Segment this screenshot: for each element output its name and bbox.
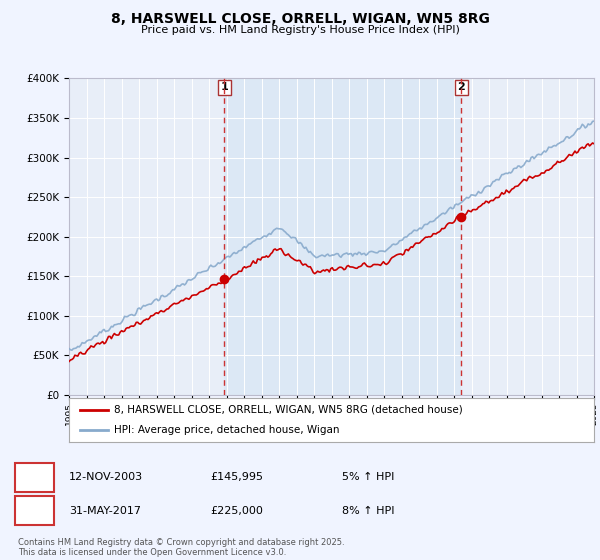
Text: 1: 1 xyxy=(30,470,39,484)
Text: HPI: Average price, detached house, Wigan: HPI: Average price, detached house, Wiga… xyxy=(113,425,339,435)
Text: £145,995: £145,995 xyxy=(210,472,263,482)
Text: 8% ↑ HPI: 8% ↑ HPI xyxy=(342,506,395,516)
Text: 8, HARSWELL CLOSE, ORRELL, WIGAN, WN5 8RG (detached house): 8, HARSWELL CLOSE, ORRELL, WIGAN, WN5 8R… xyxy=(113,405,463,415)
Text: 12-NOV-2003: 12-NOV-2003 xyxy=(69,472,143,482)
Text: Contains HM Land Registry data © Crown copyright and database right 2025.
This d: Contains HM Land Registry data © Crown c… xyxy=(18,538,344,557)
Text: £225,000: £225,000 xyxy=(210,506,263,516)
Bar xyxy=(224,78,461,395)
Text: 5% ↑ HPI: 5% ↑ HPI xyxy=(342,472,394,482)
Text: Price paid vs. HM Land Registry's House Price Index (HPI): Price paid vs. HM Land Registry's House … xyxy=(140,25,460,35)
Text: 2: 2 xyxy=(30,504,39,517)
Text: 2: 2 xyxy=(457,82,465,92)
Text: 8, HARSWELL CLOSE, ORRELL, WIGAN, WN5 8RG: 8, HARSWELL CLOSE, ORRELL, WIGAN, WN5 8R… xyxy=(110,12,490,26)
Text: 31-MAY-2017: 31-MAY-2017 xyxy=(69,506,141,516)
Text: 1: 1 xyxy=(220,82,228,92)
